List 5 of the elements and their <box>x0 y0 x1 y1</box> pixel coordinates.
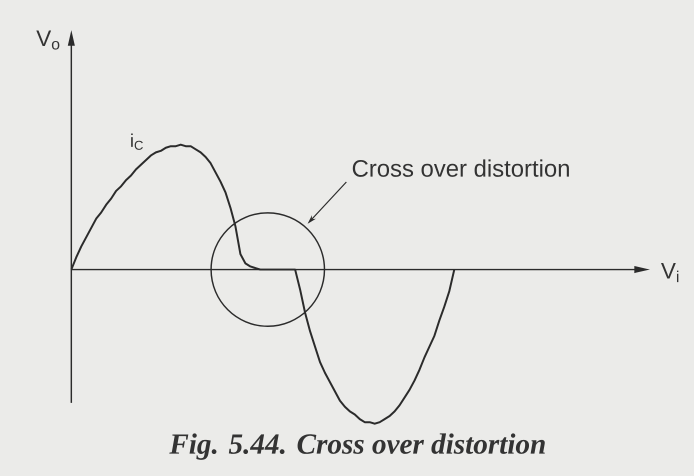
series-label: i$_{C}$ <box>131 133 143 150</box>
annotation: Cross over distortion <box>352 159 569 177</box>
y-axis-title: V$_{o}$ <box>36 30 60 50</box>
text: Fig. 5.44. Cross over distortion <box>169 433 545 460</box>
text: V$_{i}$ <box>661 262 678 282</box>
